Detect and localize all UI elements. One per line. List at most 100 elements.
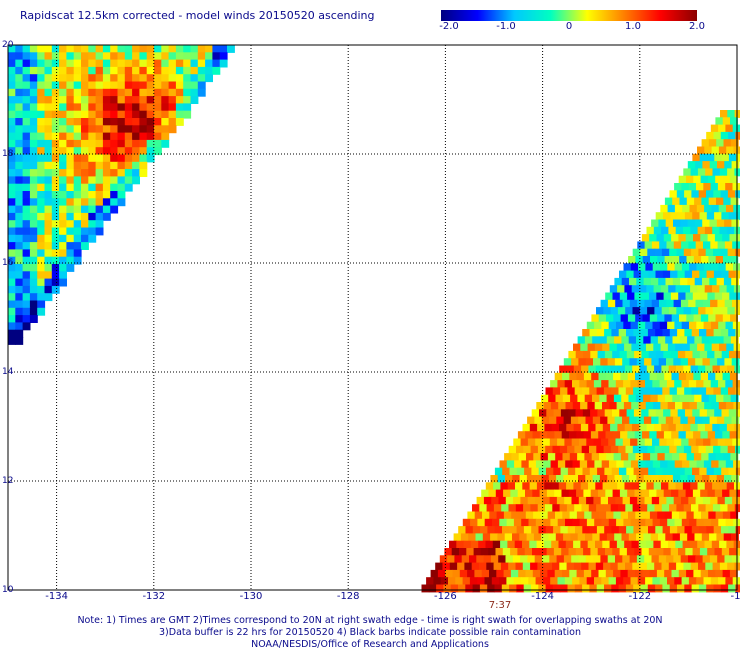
swath-cell [611, 584, 620, 593]
swath-cell [22, 271, 31, 280]
swath-cell [623, 577, 632, 586]
swath-cell [608, 321, 617, 330]
swath-cell [51, 52, 60, 61]
swath-cell [29, 271, 38, 280]
swath-cell [613, 314, 622, 323]
swath-cell [81, 176, 89, 185]
swath-cell [595, 423, 604, 432]
swath-cell [599, 336, 608, 345]
swath-cell [675, 423, 684, 432]
swath-cell [88, 59, 97, 68]
swath-cell [15, 103, 24, 112]
swath-cell [44, 293, 53, 302]
swath-cell [531, 467, 540, 476]
swath-cell [124, 103, 133, 112]
swath-cells [8, 45, 740, 593]
swath-cell [66, 59, 75, 68]
swath-cell [29, 45, 38, 53]
swath-cell [644, 496, 653, 505]
swath-cell [663, 409, 671, 418]
swath-cell [614, 416, 623, 425]
swath-cell [695, 416, 703, 425]
swath-cell [505, 475, 513, 483]
swath-cell [584, 394, 593, 403]
swath-cell [22, 220, 31, 229]
swath-cell [102, 132, 111, 141]
swath-cell [37, 161, 46, 170]
swath-cell [587, 343, 596, 352]
swath-cell [683, 504, 692, 513]
swath-cell [59, 191, 67, 199]
swath-cell [621, 394, 630, 403]
swath-cell [29, 110, 38, 119]
swath-cell [117, 198, 126, 207]
swath-cell [59, 59, 67, 68]
swath-cell [29, 66, 38, 75]
swath-cell [677, 467, 686, 476]
swath-cell [29, 227, 38, 236]
swath-cell [669, 504, 677, 513]
swath-cell [650, 336, 659, 345]
swath-cell [709, 219, 718, 228]
swath-cell [578, 555, 587, 564]
swath-cell [662, 329, 671, 337]
swath-cell [730, 453, 739, 461]
swath-cell [37, 110, 46, 119]
swath-cell [620, 569, 629, 578]
swath-cell [528, 518, 537, 527]
swath-cell [736, 489, 740, 498]
swath-cell [706, 190, 714, 199]
swath-cell [524, 467, 532, 476]
swath-cell [15, 59, 24, 68]
swath-cell [617, 307, 626, 315]
swath-cell [548, 533, 557, 542]
swath-cell [656, 350, 664, 359]
swath-cell [735, 467, 740, 476]
swath-cell [183, 45, 192, 53]
swath-cell [717, 438, 726, 447]
swath-cell [552, 562, 560, 571]
swath-cell [168, 125, 177, 134]
swath-cell [687, 161, 696, 169]
swath-cell [66, 198, 75, 207]
swath-cell [556, 416, 565, 425]
swath-cell [696, 402, 705, 410]
swath-cell [654, 307, 663, 315]
swath-cell [586, 321, 595, 330]
swath-cell [689, 402, 698, 410]
swath-cell [168, 45, 177, 53]
swath-cell [632, 504, 641, 513]
swath-cell [22, 59, 31, 68]
swath-cell [66, 110, 75, 119]
swath-cell [653, 226, 662, 235]
swath-cell [542, 438, 551, 447]
swath-cell [44, 161, 53, 170]
swath-cell [81, 169, 89, 177]
swath-cell [522, 562, 531, 571]
swath-cell [59, 256, 67, 265]
swath-cell [183, 96, 192, 104]
swath-cell [117, 103, 126, 112]
swath-cell [51, 176, 60, 185]
swath-cell [678, 431, 687, 440]
swath-cell [485, 540, 494, 549]
swath-cell [659, 438, 668, 447]
swath-cell [29, 205, 38, 214]
swath-cell [618, 387, 627, 396]
swath-cell [635, 453, 644, 461]
swath-cell [596, 329, 605, 337]
swath-cell [717, 358, 725, 367]
swath-cell [81, 74, 89, 83]
swath-cell [44, 205, 53, 214]
swath-cell [29, 161, 38, 170]
swath-cell [723, 533, 732, 542]
swath-cell [81, 183, 89, 192]
swath-cell [532, 548, 540, 556]
swath-cell [667, 263, 676, 272]
swath-cell [73, 74, 82, 83]
swath-cell [503, 489, 511, 498]
swath-cell [117, 191, 126, 199]
swath-cell [154, 74, 162, 83]
swath-cell [66, 220, 75, 229]
swath-cell [593, 496, 602, 505]
